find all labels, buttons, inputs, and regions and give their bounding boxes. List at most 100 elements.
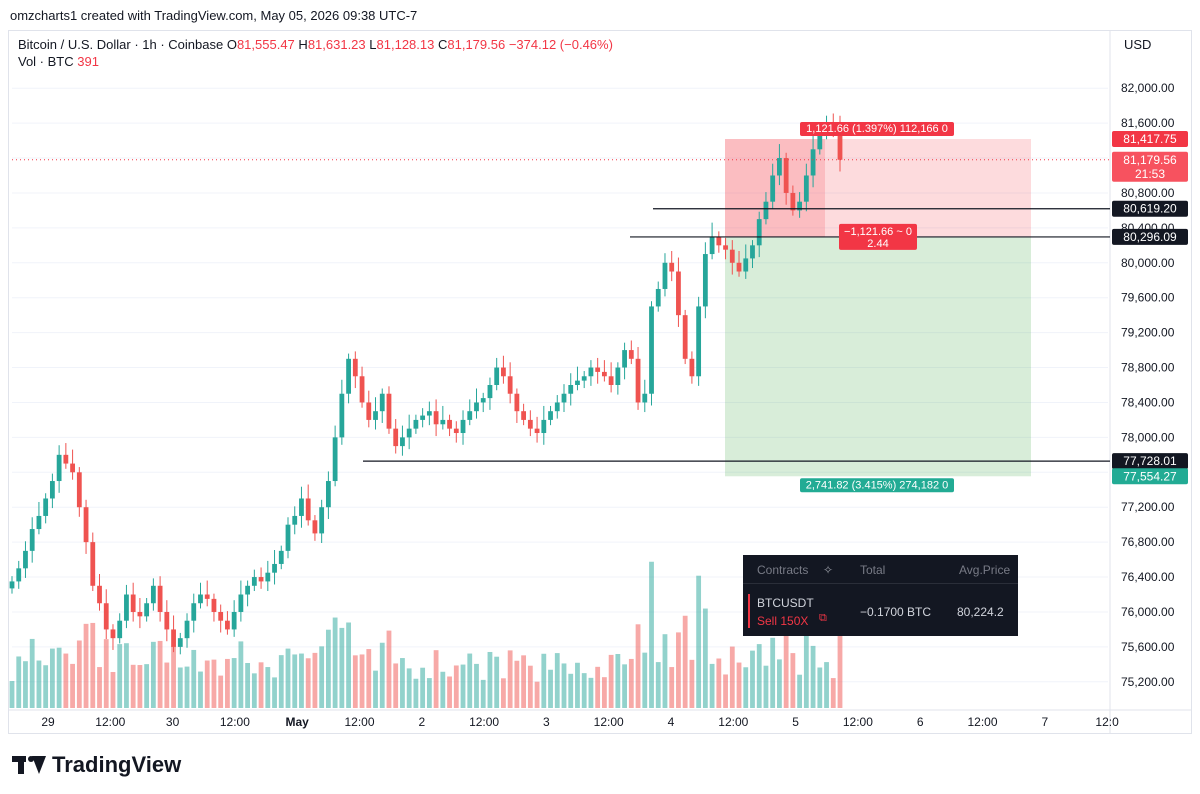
risk-reward-label: 2.44 bbox=[867, 238, 888, 250]
volume-bar bbox=[16, 656, 22, 708]
volume-bar bbox=[534, 681, 540, 708]
y-tick-label: 75,600.00 bbox=[1121, 640, 1175, 654]
candle-body bbox=[400, 437, 405, 447]
candle-body bbox=[83, 507, 89, 543]
volume-bar bbox=[696, 575, 702, 708]
tradingview-logo: TradingView bbox=[12, 752, 181, 778]
volume-bar bbox=[198, 671, 203, 708]
volume-bar bbox=[554, 653, 560, 708]
volume-bar bbox=[581, 673, 587, 708]
candle-body bbox=[810, 149, 816, 176]
x-tick-label: 4 bbox=[668, 715, 675, 729]
candle-body bbox=[366, 402, 372, 420]
candle-body bbox=[406, 428, 412, 438]
candle-body bbox=[359, 376, 365, 403]
volume-bar bbox=[642, 652, 648, 708]
candle-body bbox=[177, 638, 183, 647]
candle-body bbox=[420, 415, 426, 420]
candle-body bbox=[736, 262, 742, 272]
candle-body bbox=[339, 393, 345, 438]
volume-bar bbox=[352, 655, 358, 708]
volume-bar bbox=[43, 665, 49, 708]
candle-body bbox=[49, 481, 55, 499]
pnl-label: −1,121.66 ~ 0 bbox=[844, 226, 912, 238]
candle-body bbox=[689, 358, 695, 377]
candle-body bbox=[9, 581, 15, 589]
price-label-bg bbox=[1112, 453, 1188, 470]
candle-body bbox=[386, 393, 392, 429]
chart-credit: omzcharts1 created with TradingView.com,… bbox=[10, 8, 418, 23]
position-symbol: BTCUSDT bbox=[757, 596, 814, 610]
external-link-icon[interactable]: ⧉ bbox=[819, 612, 827, 624]
volume-bar bbox=[810, 645, 816, 708]
volume-bar bbox=[413, 678, 419, 708]
volume-bar bbox=[548, 669, 553, 708]
candle-body bbox=[258, 577, 264, 582]
candle-body bbox=[527, 419, 533, 429]
candle-body bbox=[346, 358, 351, 394]
volume-bar bbox=[426, 678, 432, 708]
volume-bar bbox=[729, 646, 735, 708]
y-tick-label: 76,000.00 bbox=[1121, 605, 1175, 619]
pin-icon[interactable]: ✧ bbox=[823, 563, 834, 577]
candle-body bbox=[43, 498, 49, 516]
x-tick-label: 12:00 bbox=[843, 715, 873, 729]
price-label-text: 77,728.01 bbox=[1123, 454, 1177, 468]
candle-body bbox=[770, 175, 776, 202]
volume-bar bbox=[29, 638, 35, 708]
volume-bar bbox=[453, 665, 459, 708]
volume-bar bbox=[817, 667, 823, 708]
candle-body bbox=[198, 594, 203, 604]
symbol-legend: Bitcoin / U.S. Dollar · 1h · Coinbase O8… bbox=[18, 37, 613, 52]
candle-body bbox=[474, 402, 479, 412]
volume-bar bbox=[689, 659, 695, 708]
candle-body bbox=[272, 563, 277, 573]
candle-body bbox=[622, 350, 627, 368]
candle-body bbox=[615, 367, 621, 385]
price-label-countdown: 21:53 bbox=[1135, 167, 1165, 181]
x-tick-label: 3 bbox=[543, 715, 550, 729]
candle-body bbox=[568, 385, 574, 394]
volume-bar bbox=[716, 658, 722, 708]
candle-body bbox=[312, 520, 318, 534]
x-tick-label: 12:00 bbox=[95, 715, 125, 729]
candle-body bbox=[413, 419, 419, 429]
volume-bar bbox=[49, 648, 55, 708]
volume-bar bbox=[245, 663, 251, 708]
x-tick-label: 12:00 bbox=[344, 715, 374, 729]
volume-bar bbox=[278, 655, 284, 708]
position-avg-price: 80,224.2 bbox=[957, 605, 1004, 619]
volume-bar bbox=[588, 677, 594, 708]
volume-bar bbox=[709, 663, 715, 708]
volume-bar bbox=[514, 660, 520, 708]
pnl-label-bg bbox=[839, 223, 917, 250]
price-label-bg bbox=[1112, 131, 1188, 148]
candle-body bbox=[352, 358, 358, 377]
x-tick-label: 12:0 bbox=[1095, 715, 1119, 729]
candle-body bbox=[325, 481, 331, 508]
volume-bar bbox=[736, 662, 742, 708]
close-value: 81,179.56 bbox=[447, 37, 506, 52]
low-value: 81,128.13 bbox=[376, 37, 435, 52]
col-contracts: Contracts bbox=[757, 563, 809, 577]
volume-bar bbox=[386, 630, 392, 708]
volume-bar bbox=[63, 653, 69, 708]
volume-bar bbox=[763, 665, 769, 708]
volume-bar bbox=[373, 670, 378, 708]
positions-panel: Contracts ✧ Total Avg.Price BTCUSDT Sell… bbox=[743, 555, 1018, 636]
candle-body bbox=[507, 376, 513, 394]
x-tick-label: 29 bbox=[41, 715, 55, 729]
volume-bar bbox=[608, 654, 614, 708]
x-tick-label: 30 bbox=[166, 715, 180, 729]
candle-body bbox=[601, 371, 607, 377]
volume-bar bbox=[460, 664, 466, 708]
volume-bar bbox=[662, 634, 668, 708]
volume-bar bbox=[628, 658, 634, 708]
volume-bar bbox=[507, 650, 513, 708]
axis-currency[interactable]: USD bbox=[1124, 37, 1152, 52]
volume-bar bbox=[743, 667, 749, 708]
volume-bar bbox=[649, 561, 654, 708]
candle-body bbox=[487, 385, 493, 399]
change-value: −374.12 (−0.46%) bbox=[508, 37, 613, 52]
